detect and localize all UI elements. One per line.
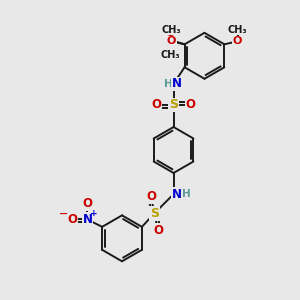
Text: N: N [172,188,182,201]
Text: CH₃: CH₃ [160,50,180,60]
Text: methoxy: methoxy [167,28,173,29]
Text: O: O [67,213,77,226]
Text: O: O [146,190,156,203]
Text: H: H [164,79,172,89]
Text: O: O [165,35,175,45]
Text: CH₃: CH₃ [228,25,247,35]
Text: N: N [172,77,182,90]
Text: +: + [90,209,98,218]
Text: −: − [59,208,68,219]
Text: CH₃: CH₃ [161,25,181,35]
Text: O: O [153,224,163,237]
Text: O: O [233,36,242,46]
Text: O: O [152,98,161,111]
Text: N: N [82,213,92,226]
Text: S: S [169,98,178,111]
Text: O: O [167,36,176,46]
Text: O: O [186,98,196,111]
Text: O: O [82,197,92,210]
Text: H: H [182,189,191,199]
Text: S: S [150,207,159,220]
